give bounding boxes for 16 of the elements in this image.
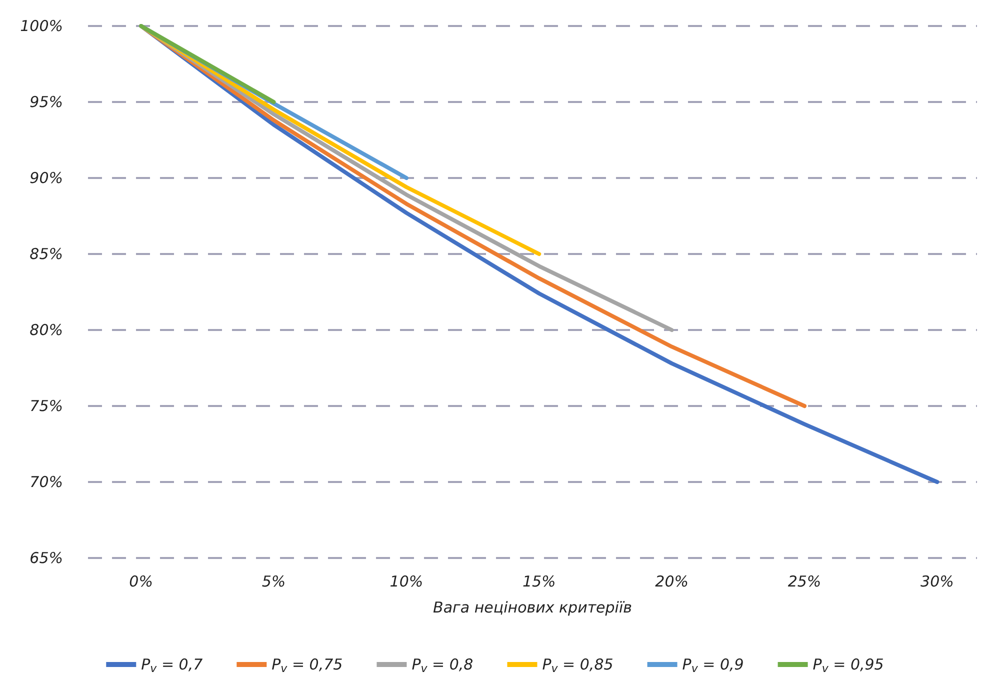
x-axis-title: Вага нецінових критеріїв <box>433 598 632 616</box>
x-tick-label: 20% <box>655 572 688 590</box>
x-tick-label: 0% <box>129 572 153 590</box>
y-tick-label: 70% <box>30 473 63 491</box>
y-tick-label: 90% <box>30 169 63 187</box>
y-tick-label: 85% <box>30 245 63 263</box>
x-tick-label: 15% <box>522 572 556 590</box>
x-tick-label: 5% <box>262 572 286 590</box>
y-tick-label: 100% <box>20 17 63 35</box>
y-tick-label: 75% <box>30 397 63 415</box>
y-tick-label: 80% <box>30 321 63 339</box>
x-tick-label: 10% <box>390 572 424 590</box>
y-tick-label: 65% <box>30 549 63 567</box>
x-tick-label: 25% <box>788 572 822 590</box>
y-tick-label: 95% <box>30 93 63 111</box>
x-tick-label: 30% <box>920 572 954 590</box>
